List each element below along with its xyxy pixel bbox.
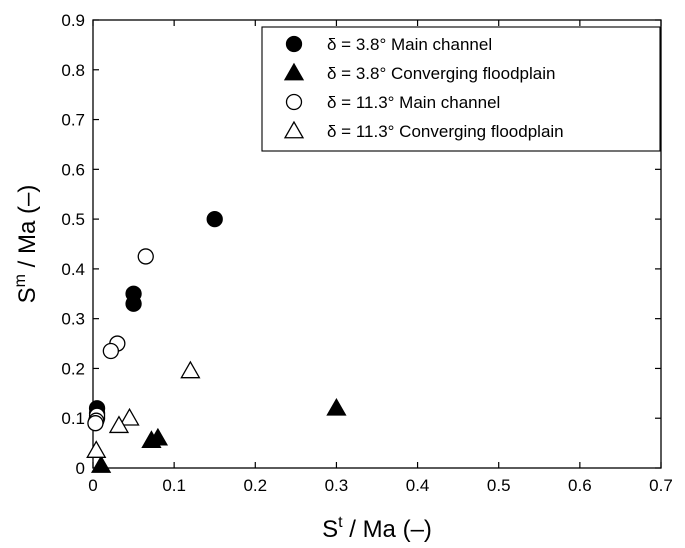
legend-label: δ = 3.8° Converging floodplain bbox=[327, 64, 555, 83]
y-tick-label: 0.9 bbox=[61, 11, 85, 30]
legend-label: δ = 11.3° Converging floodplain bbox=[327, 122, 564, 141]
legend-marker-1 bbox=[285, 35, 303, 53]
x-tick-label: 0.5 bbox=[487, 476, 511, 495]
data-points bbox=[86, 210, 347, 473]
y-tick-label: 0.3 bbox=[61, 310, 85, 329]
x-axis-title: St / Ma (–) bbox=[322, 514, 432, 543]
y-tick-label: 0.7 bbox=[61, 111, 85, 130]
data-point-series-1 bbox=[206, 210, 223, 228]
data-point-series-4 bbox=[119, 407, 140, 426]
data-point-series-4 bbox=[180, 360, 201, 379]
x-tick-label: 0.3 bbox=[325, 476, 349, 495]
legend-label: δ = 3.8° Main channel bbox=[327, 35, 492, 54]
y-tick-label: 0 bbox=[76, 459, 85, 478]
y-tick-labels: 0 0.1 0.2 0.3 0.4 0.5 0.6 0.7 0.8 0.9 bbox=[61, 11, 85, 478]
x-tick-label: 0.7 bbox=[649, 476, 673, 495]
y-tick-label: 0.8 bbox=[61, 61, 85, 80]
legend-marker-2 bbox=[283, 62, 305, 81]
data-point-series-3 bbox=[137, 248, 154, 265]
data-point-series-4 bbox=[108, 415, 130, 434]
data-point-series-3 bbox=[102, 342, 120, 360]
data-point-series-1 bbox=[125, 295, 142, 312]
data-point-series-2 bbox=[326, 397, 347, 416]
legend-box bbox=[261, 26, 661, 152]
y-tick-label: 0.5 bbox=[61, 210, 85, 229]
legend-label: δ = 11.3° Main channel bbox=[327, 93, 500, 112]
legend-marker-4 bbox=[283, 120, 305, 139]
x-tick-label: 0.1 bbox=[162, 476, 186, 495]
x-tick-label: 0.4 bbox=[406, 476, 430, 495]
x-tick-label: 0.2 bbox=[243, 476, 267, 495]
legend-marker-3 bbox=[285, 93, 303, 111]
data-point-series-2 bbox=[141, 430, 162, 449]
data-point-series-2 bbox=[90, 455, 112, 473]
x-tick-labels: 0 0.1 0.2 0.3 0.4 0.5 0.6 0.7 bbox=[88, 476, 673, 495]
y-axis-title: Sm / Ma (–) bbox=[12, 185, 41, 304]
y-tick-label: 0.6 bbox=[61, 160, 85, 179]
data-point-series-3 bbox=[87, 415, 104, 432]
y-tick-label: 0.2 bbox=[61, 359, 85, 378]
legend: δ = 3.8° Main channel δ = 3.8° Converging… bbox=[261, 26, 661, 152]
x-tick-label: 0 bbox=[88, 476, 97, 495]
data-point-series-4 bbox=[86, 440, 107, 458]
x-tick-label: 0.6 bbox=[568, 476, 592, 495]
y-tick-label: 0.4 bbox=[61, 260, 85, 279]
y-tick-label: 0.1 bbox=[61, 409, 85, 428]
